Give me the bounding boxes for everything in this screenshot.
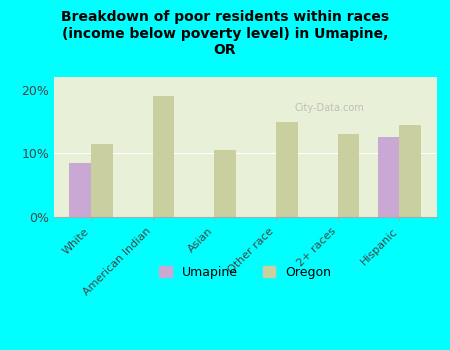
Bar: [153, 96, 174, 217]
Text: City-Data.com: City-Data.com: [294, 103, 364, 113]
Legend: Umapine, Oregon: Umapine, Oregon: [154, 260, 336, 284]
Bar: [276, 121, 298, 217]
Bar: [378, 138, 400, 217]
Bar: [338, 134, 360, 217]
Bar: [69, 163, 91, 217]
Bar: [214, 150, 236, 217]
Bar: [91, 144, 112, 217]
Bar: [400, 125, 421, 217]
Text: Breakdown of poor residents within races
(income below poverty level) in Umapine: Breakdown of poor residents within races…: [61, 10, 389, 57]
